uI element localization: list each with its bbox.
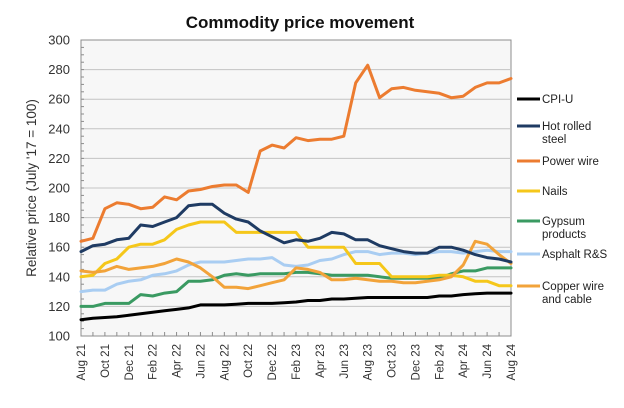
y-axis-ticks: 100 120 140 160 180 200 220 240 260 280 300 [48,33,84,344]
series-lines [79,63,513,322]
y-tick-label: 160 [48,240,70,255]
x-tick-label: Jun 23 [339,344,351,379]
x-tick-label: Aug 21 [76,344,88,380]
x-tick-label: Aug 22 [219,344,231,380]
y-axis-label: Relative price (July '17 = 100) [24,99,39,277]
series-line-cpi-u [79,291,513,322]
y-tick-label: 200 [48,181,70,196]
x-tick-label: Jun 24 [482,343,494,378]
x-tick-label: Apr 24 [458,343,470,377]
series-line-copper-wire-and-cable [79,239,513,291]
x-tick-label: Oct 21 [100,344,112,378]
x-tick-label: Aug 23 [363,344,375,380]
x-tick-label: Feb 24 [434,343,446,379]
y-tick-label: 240 [48,121,70,136]
x-tick-label: Dec 21 [124,344,136,380]
legend-label-hot-rolled-steel: steel [542,134,566,146]
x-tick-label: Jun 22 [195,344,207,379]
legend-label-power-wire: Power wire [542,156,599,168]
legend-label-nails: Nails [542,186,568,198]
x-tick-label: Oct 23 [387,344,399,378]
x-tick-label: Apr 23 [315,344,327,378]
legend-label-hot-rolled-steel: Hot rolled [542,121,591,133]
x-tick-label: Feb 22 [148,344,160,380]
series-line-hot-rolled-steel [79,202,513,264]
series-line-nails [79,220,513,288]
y-tick-label: 300 [48,33,70,48]
legend-label-gypsum-products: products [542,229,586,241]
x-tick-label: Dec 23 [410,344,422,380]
legend-label-copper-wire-and-cable: Copper wire [542,281,604,293]
legend-label-cpi-u: CPI-U [542,94,573,106]
y-tick-label: 100 [48,329,70,344]
legend-label-copper-wire-and-cable: and cable [542,294,592,306]
y-tick-label: 140 [48,269,70,284]
series-line-power-wire [79,63,513,243]
y-tick-label: 180 [48,210,70,225]
x-tick-label: Apr 22 [172,344,184,378]
y-tick-label: 280 [48,62,70,77]
x-tick-label: Feb 23 [291,344,303,380]
legend-label-gypsum-products: Gypsum [542,216,585,228]
series-line-asphalt-r-s [79,248,513,294]
x-tick-label: Dec 22 [267,344,279,380]
x-axis-ticks: Aug 21 Oct 21 Dec 21 Feb 22 Apr 22 Jun 22 Aug … [76,332,518,380]
legend-label-asphalt-r-s: Asphalt R&S [542,249,608,261]
y-tick-label: 120 [48,299,70,314]
chart-title: Commodity price movement [186,13,415,32]
x-tick-label: Aug 24 [506,343,518,380]
y-tick-label: 260 [48,92,70,107]
y-tick-label: 220 [48,151,70,166]
x-tick-label: Oct 22 [243,344,255,378]
